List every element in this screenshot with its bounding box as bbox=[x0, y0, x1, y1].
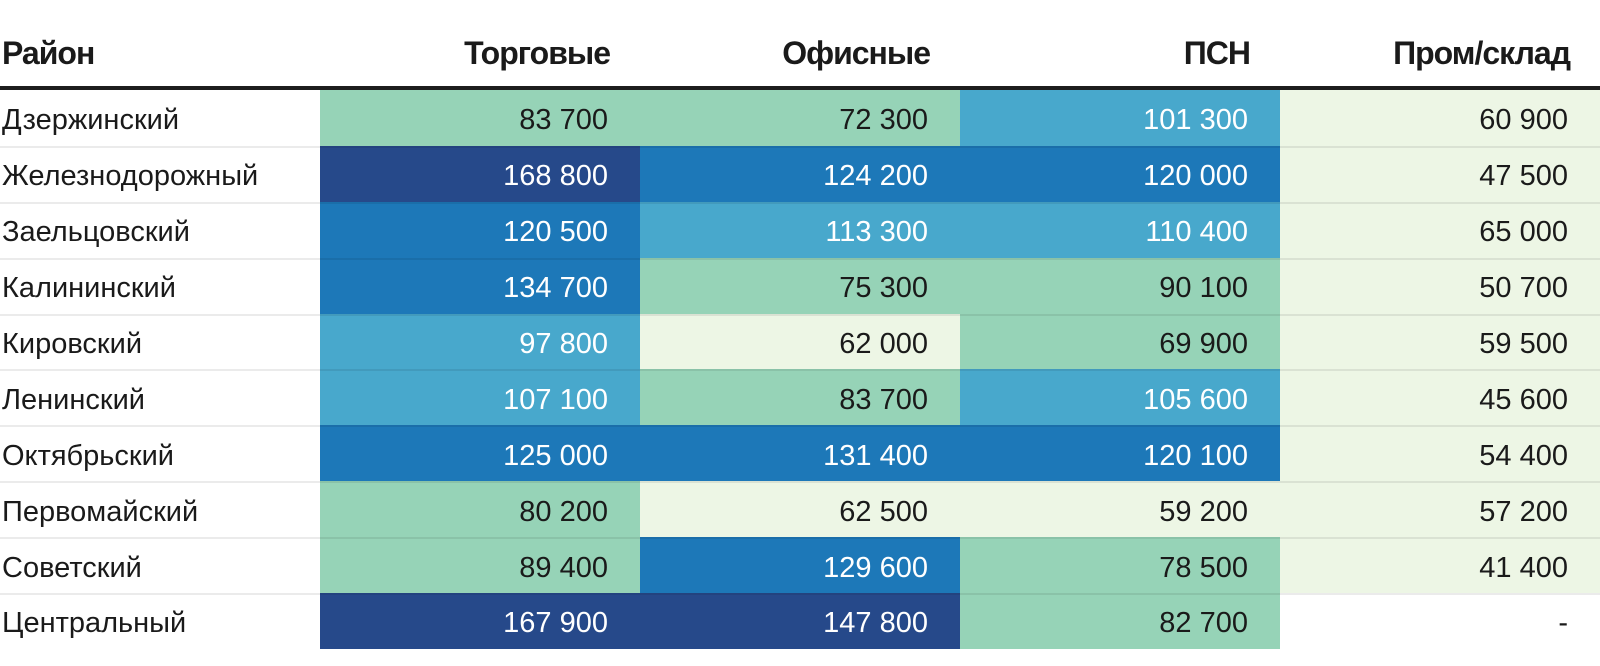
value-cell-office: 62 500 bbox=[640, 481, 960, 538]
value-cell-psn: 59 200 bbox=[960, 481, 1280, 538]
table-row: Железнодорожный 168 800 124 200 120 000 … bbox=[0, 145, 1600, 202]
heatmap-table: Район Торговые Офисные ПСН Пром/склад Дз… bbox=[0, 0, 1600, 649]
column-header-office: Офисные bbox=[782, 35, 931, 71]
table-row: Центральный 167 900 147 800 82 700 - bbox=[0, 593, 1600, 649]
value-cell-retail: 168 800 bbox=[320, 145, 640, 202]
value-cell-psn: 110 400 bbox=[960, 201, 1280, 258]
column-header-industrial: Пром/склад bbox=[1393, 35, 1571, 71]
district-name-cell: Дзержинский bbox=[2, 104, 180, 137]
value-cell-office: 129 600 bbox=[640, 537, 960, 594]
value-cell-psn: 78 500 bbox=[960, 537, 1280, 594]
value-cell-retail: 80 200 bbox=[320, 481, 640, 538]
value-cell-retail: 107 100 bbox=[320, 369, 640, 426]
value-cell-psn: 101 300 bbox=[960, 90, 1280, 146]
value-cell-office: 75 300 bbox=[640, 257, 960, 314]
value-cell-industrial: - bbox=[1280, 593, 1600, 649]
value-cell-office: 83 700 bbox=[640, 369, 960, 426]
value-cell-industrial: 50 700 bbox=[1280, 257, 1600, 314]
district-name-cell: Советский bbox=[0, 537, 320, 593]
column-header-psn: ПСН bbox=[1183, 35, 1251, 71]
value-cell-psn: 82 700 bbox=[960, 593, 1280, 649]
value-cell-office: 113 300 bbox=[640, 201, 960, 258]
district-name-cell: Железнодорожный bbox=[0, 146, 320, 202]
value-cell-industrial: 60 900 bbox=[1280, 90, 1600, 146]
table-row: Ленинский 107 100 83 700 105 600 45 600 bbox=[0, 369, 1600, 426]
district-name-cell: Кировский bbox=[0, 314, 320, 370]
value-cell-psn: 90 100 bbox=[960, 257, 1280, 314]
column-header-retail: Торговые bbox=[464, 35, 611, 71]
table-body: Дзержинский 83 700 72 300 101 300 60 900… bbox=[0, 90, 1600, 649]
table-row: Кировский 97 800 62 000 69 900 59 500 bbox=[0, 313, 1600, 370]
table-header-row: Район Торговые Офисные ПСН Пром/склад bbox=[0, 0, 1600, 90]
value-cell-office: 147 800 bbox=[640, 593, 960, 649]
district-name-cell: Заельцовский bbox=[0, 202, 320, 258]
value-cell-industrial: 65 000 bbox=[1280, 201, 1600, 258]
value-cell-retail: 167 900 bbox=[320, 593, 640, 649]
table-row: Первомайский 80 200 62 500 59 200 57 200 bbox=[0, 481, 1600, 538]
value-cell-industrial: 59 500 bbox=[1280, 313, 1600, 370]
value-cell-retail: 89 400 bbox=[320, 537, 640, 594]
district-name-cell: Октябрьский bbox=[0, 425, 320, 481]
table-row: Калининский 134 700 75 300 90 100 50 700 bbox=[0, 257, 1600, 314]
value-cell-psn: 69 900 bbox=[960, 313, 1280, 370]
value-cell-industrial: 54 400 bbox=[1280, 425, 1600, 482]
value-cell-industrial: 45 600 bbox=[1280, 369, 1600, 426]
value-cell-psn: 105 600 bbox=[960, 369, 1280, 426]
district-name-cell: Ленинский bbox=[0, 369, 320, 425]
value-cell-office: 62 000 bbox=[640, 313, 960, 370]
value-cell-psn: 120 100 bbox=[960, 425, 1280, 482]
value-cell-office: 124 200 bbox=[640, 145, 960, 202]
district-name-cell: Первомайский bbox=[0, 481, 320, 537]
district-name-cell: Центральный bbox=[0, 593, 320, 649]
value-cell-industrial: 57 200 bbox=[1280, 481, 1600, 538]
table-row: Советский 89 400 129 600 78 500 41 400 bbox=[0, 537, 1600, 594]
value-cell-industrial: 41 400 bbox=[1280, 537, 1600, 594]
value-cell-retail: 125 000 bbox=[320, 425, 640, 482]
value-cell-retail: 83 700 bbox=[320, 90, 640, 146]
column-header-district: Район bbox=[2, 35, 95, 71]
value-cell-industrial: 47 500 bbox=[1280, 145, 1600, 202]
value-cell-psn: 120 000 bbox=[960, 145, 1280, 202]
value-cell-office: 72 300 bbox=[640, 90, 960, 146]
table-row: Дзержинский 83 700 72 300 101 300 60 900 bbox=[0, 90, 1600, 146]
value-cell-retail: 97 800 bbox=[320, 313, 640, 370]
table-row: Заельцовский 120 500 113 300 110 400 65 … bbox=[0, 201, 1600, 258]
value-cell-office: 131 400 bbox=[640, 425, 960, 482]
district-name-cell: Калининский bbox=[0, 258, 320, 314]
table-row: Октябрьский 125 000 131 400 120 100 54 4… bbox=[0, 425, 1600, 482]
value-cell-retail: 134 700 bbox=[320, 257, 640, 314]
value-cell-retail: 120 500 bbox=[320, 201, 640, 258]
